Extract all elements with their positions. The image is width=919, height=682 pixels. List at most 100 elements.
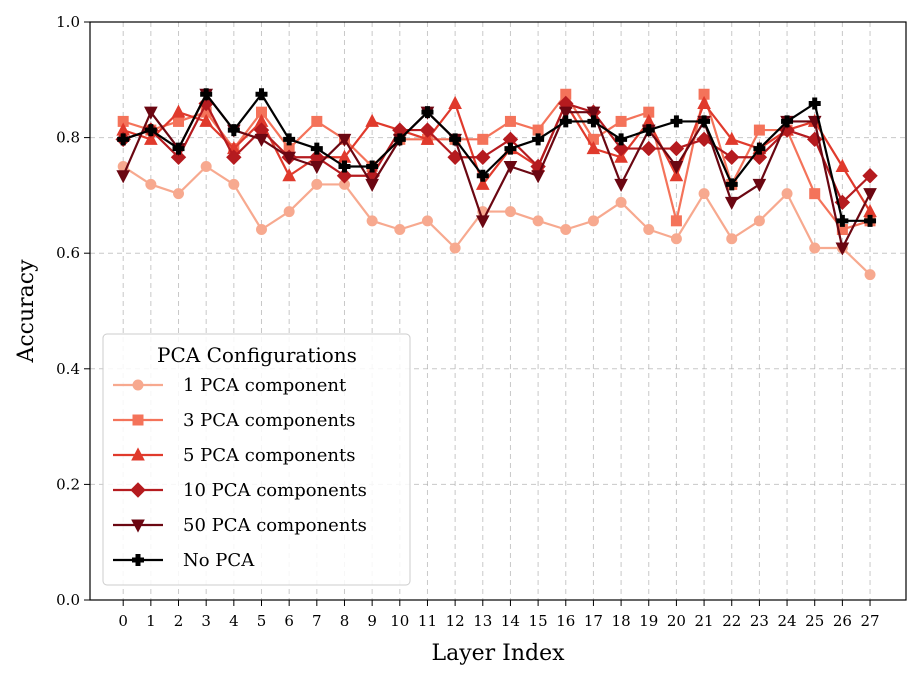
data-point xyxy=(864,214,877,227)
legend-entry: 50 PCA components xyxy=(113,515,367,536)
data-point xyxy=(476,169,489,182)
y-tick-label: 0.0 xyxy=(56,591,80,609)
data-point xyxy=(475,215,490,229)
data-point xyxy=(310,142,323,155)
data-point xyxy=(668,140,685,157)
x-tick-label: 10 xyxy=(390,612,409,630)
y-tick-label: 1.0 xyxy=(56,13,80,31)
legend-label: 3 PCA components xyxy=(183,410,355,431)
data-point xyxy=(116,170,131,184)
x-tick-label: 17 xyxy=(584,612,603,630)
x-tick-label: 22 xyxy=(722,612,741,630)
series-line xyxy=(122,93,871,222)
data-point xyxy=(420,131,435,145)
data-point xyxy=(643,224,655,236)
x-tick-label: 11 xyxy=(418,612,437,630)
data-point xyxy=(309,161,324,175)
data-point xyxy=(781,188,793,200)
x-tick-label: 8 xyxy=(340,612,350,630)
data-point xyxy=(282,151,296,165)
data-point xyxy=(615,115,627,127)
data-point xyxy=(171,104,186,118)
data-point xyxy=(753,142,766,155)
data-point xyxy=(283,206,295,218)
data-point xyxy=(781,115,794,128)
data-point xyxy=(199,113,214,127)
legend-entry: 1 PCA component xyxy=(113,375,347,396)
x-tick-label: 3 xyxy=(201,612,211,630)
data-point xyxy=(227,124,240,137)
series-line xyxy=(122,93,872,250)
data-point xyxy=(614,178,628,192)
data-point xyxy=(311,115,323,127)
data-point xyxy=(862,168,878,184)
x-tick-label: 15 xyxy=(529,612,548,630)
x-tick-label: 9 xyxy=(367,612,377,630)
data-point xyxy=(532,133,545,146)
y-tick-label: 0.6 xyxy=(56,244,80,262)
y-tick-label: 0.4 xyxy=(56,360,80,378)
data-point xyxy=(835,242,850,256)
data-point xyxy=(725,178,738,191)
data-point xyxy=(366,215,378,227)
data-point xyxy=(724,196,739,210)
y-axis-title: Accuracy xyxy=(14,259,39,364)
data-point xyxy=(613,140,629,157)
axes: 0 1 2 3 4 5 6 7 8 9 10 11 12 13 14 15 16 17 18 19 20 21 22 23 24… xyxy=(56,13,879,630)
data-point xyxy=(779,122,795,138)
data-point xyxy=(863,188,877,202)
data-point xyxy=(809,242,821,254)
data-point xyxy=(145,178,157,190)
data-point xyxy=(753,124,765,136)
data-point xyxy=(117,133,130,146)
data-point xyxy=(144,106,158,120)
data-point xyxy=(365,113,379,127)
legend-marker xyxy=(132,554,144,566)
data-point xyxy=(475,176,490,190)
legend-label: No PCA xyxy=(183,550,255,571)
data-point xyxy=(670,233,682,245)
x-tick-label: 13 xyxy=(473,612,492,630)
x-tick-label: 2 xyxy=(174,612,184,630)
legend-entry: 10 PCA components xyxy=(113,480,367,501)
data-point xyxy=(587,215,599,227)
data-point xyxy=(394,224,406,236)
data-point xyxy=(311,178,323,190)
x-tick-label: 20 xyxy=(667,612,686,630)
x-tick-label: 5 xyxy=(257,612,267,630)
legend-entry: No PCA xyxy=(113,550,255,571)
x-tick-label: 0 xyxy=(118,612,128,630)
data-point xyxy=(669,168,684,182)
x-tick-label: 27 xyxy=(860,612,879,630)
data-point xyxy=(173,188,185,200)
data-point xyxy=(698,115,711,128)
data-point xyxy=(366,160,379,173)
data-point xyxy=(336,168,353,184)
data-point xyxy=(532,215,544,227)
series-line xyxy=(122,165,871,276)
data-point xyxy=(504,206,516,218)
legend: PCA Configurations 1 PCA component 3 PCA … xyxy=(102,333,411,586)
data-point xyxy=(421,106,434,119)
data-point xyxy=(477,133,489,145)
data-point xyxy=(449,242,461,254)
legend-marker xyxy=(131,519,145,533)
data-point xyxy=(586,141,601,155)
series-5 xyxy=(117,88,877,227)
legend-label: 10 PCA components xyxy=(183,480,367,501)
data-point xyxy=(615,133,628,146)
x-tick-label: 6 xyxy=(284,612,294,630)
data-point xyxy=(726,233,738,245)
legend-label: 1 PCA component xyxy=(183,375,347,396)
data-point xyxy=(586,106,601,120)
data-point xyxy=(503,161,518,175)
data-point xyxy=(448,95,462,109)
data-point xyxy=(393,133,406,146)
x-tick-label: 23 xyxy=(750,612,769,630)
legend-label: 5 PCA components xyxy=(183,445,355,466)
x-tick-label: 12 xyxy=(446,612,465,630)
data-point xyxy=(724,131,739,145)
data-point xyxy=(200,88,213,101)
data-point xyxy=(560,224,572,236)
data-point xyxy=(475,149,491,165)
